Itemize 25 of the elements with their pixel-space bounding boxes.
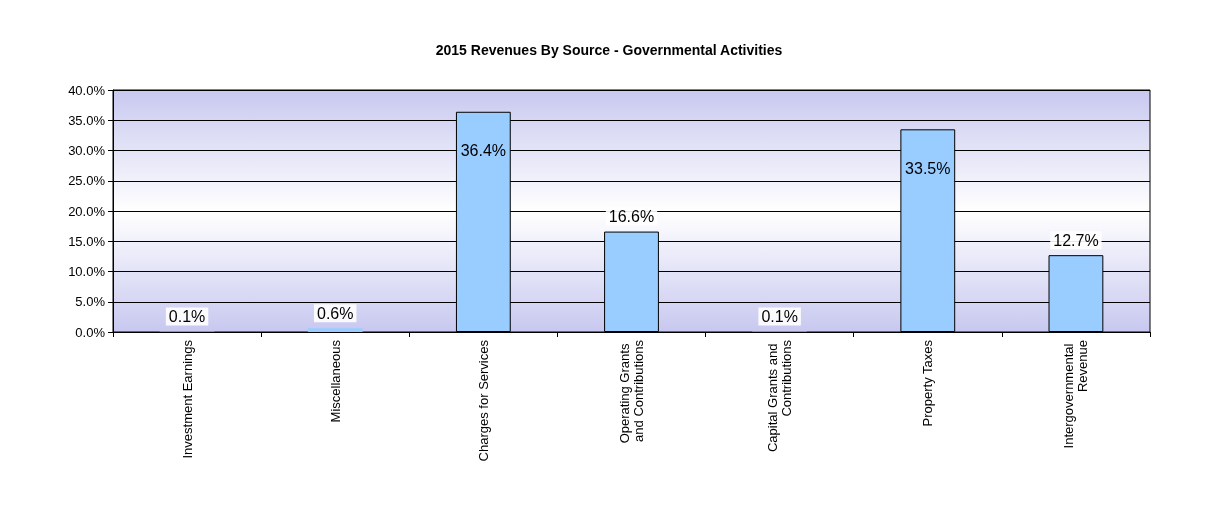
y-tick-label: 35.0%: [68, 112, 106, 128]
x-tick-label: Charges for Services: [475, 339, 491, 462]
bar: [307, 328, 363, 332]
x-tick-label: Miscellaneous: [327, 339, 343, 423]
x-tick-label: Investment Earnings: [179, 339, 195, 459]
data-label: 0.1%: [761, 307, 798, 325]
x-tick-label: Intergovernmental Revenue: [1061, 340, 1091, 449]
x-tick-label: Operating Grants and Contributions: [617, 339, 646, 444]
y-tick-label: 25.0%: [68, 173, 106, 189]
data-label: 0.1%: [168, 307, 206, 325]
y-tick-label: 30.0%: [68, 143, 106, 158]
chart-title: 2015 Revenues By Source - Governmental Activities: [435, 42, 783, 58]
y-tick-label: 5.0%: [75, 294, 106, 310]
data-label: 0.6%: [316, 304, 354, 322]
data-label: 12.7%: [1053, 231, 1099, 249]
y-tick-label: 20.0%: [68, 203, 106, 219]
x-tick-label: Property Taxes: [920, 339, 936, 427]
y-tick-label: 10.0%: [68, 264, 106, 279]
data-label: 33.5%: [905, 159, 951, 177]
data-label: 16.6%: [608, 208, 655, 226]
y-tick-label: 15.0%: [68, 233, 106, 249]
data-label: 36.4%: [460, 142, 507, 160]
x-tick-label: Capital Grants and Contributions: [765, 339, 795, 453]
y-tick-label: 0.0%: [75, 324, 106, 340]
y-tick-label: 40.0%: [68, 82, 106, 98]
